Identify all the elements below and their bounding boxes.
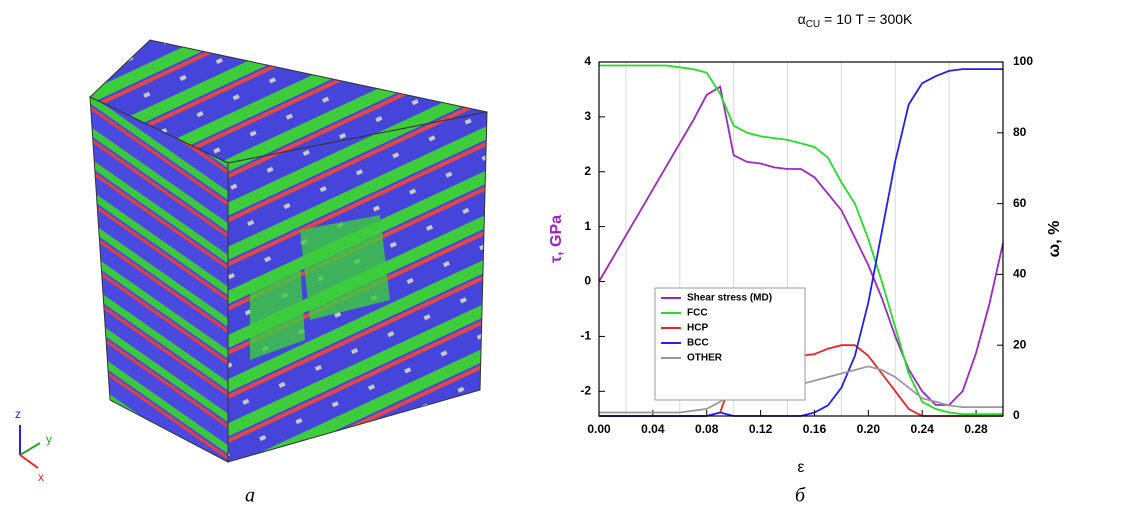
y-tick-label: 0: [584, 274, 591, 288]
legend-label: Shear stress (MD): [687, 293, 772, 304]
caption: б: [795, 485, 806, 507]
axis-label: y: [46, 432, 52, 446]
y2-axis-label: ω, %: [1046, 221, 1063, 258]
x-tick-label: 0.20: [857, 422, 881, 436]
y-tick-label: 3: [584, 109, 591, 123]
plot-frame: [598, 61, 1004, 417]
x-axis-label: ε: [797, 459, 804, 476]
title-subscript: CU: [806, 19, 820, 30]
title-text: = 10 T = 300K: [824, 11, 913, 27]
axis-label: x: [38, 470, 44, 484]
y-axis-label: τ, GPa: [548, 215, 565, 263]
x-tick-label: 0.24: [911, 422, 935, 436]
y-tick-label: 1: [584, 219, 591, 233]
chart-title: αCU = 10 T = 300K: [798, 11, 913, 30]
y2-tick-label: 40: [1013, 267, 1027, 281]
y-tick-label: 4: [584, 54, 591, 68]
title-symbol: α: [798, 11, 806, 27]
y2-tick-label: 0: [1013, 408, 1020, 422]
x-tick-label: 0.08: [695, 422, 719, 436]
y-tick-label: -1: [580, 329, 591, 343]
series-line: [599, 64, 1003, 416]
cube: [89, 39, 488, 463]
y-tick-label: -2: [580, 383, 591, 397]
x-tick-label: 0.16: [803, 422, 827, 436]
y-tick-label: 2: [584, 164, 591, 178]
x-tick-label: 0.28: [964, 422, 988, 436]
legend-label: BCC: [687, 338, 709, 349]
x-tick-label: 0.12: [749, 422, 773, 436]
plot: 0.00 0.04 0.08 0.12 0.16 0.20 0.24 0.28 -2 -1 0 1 2 3…: [548, 54, 1063, 476]
legend-label: OTHER: [687, 353, 723, 364]
x-tick-label: 0.00: [587, 422, 611, 436]
series-line: [598, 85, 1004, 406]
y2-tick-label: 60: [1013, 196, 1027, 210]
legend-label: FCC: [687, 308, 708, 319]
axis-triad: z y x: [15, 407, 52, 484]
y2-tick-label: 80: [1013, 125, 1027, 139]
axis-label: z: [15, 407, 21, 421]
y2-tick-label: 100: [1013, 54, 1033, 68]
legend-label: HCP: [687, 323, 708, 334]
y2-tick-label: 20: [1013, 337, 1027, 351]
caption: а: [245, 485, 255, 507]
x-tick-label: 0.04: [641, 422, 665, 436]
